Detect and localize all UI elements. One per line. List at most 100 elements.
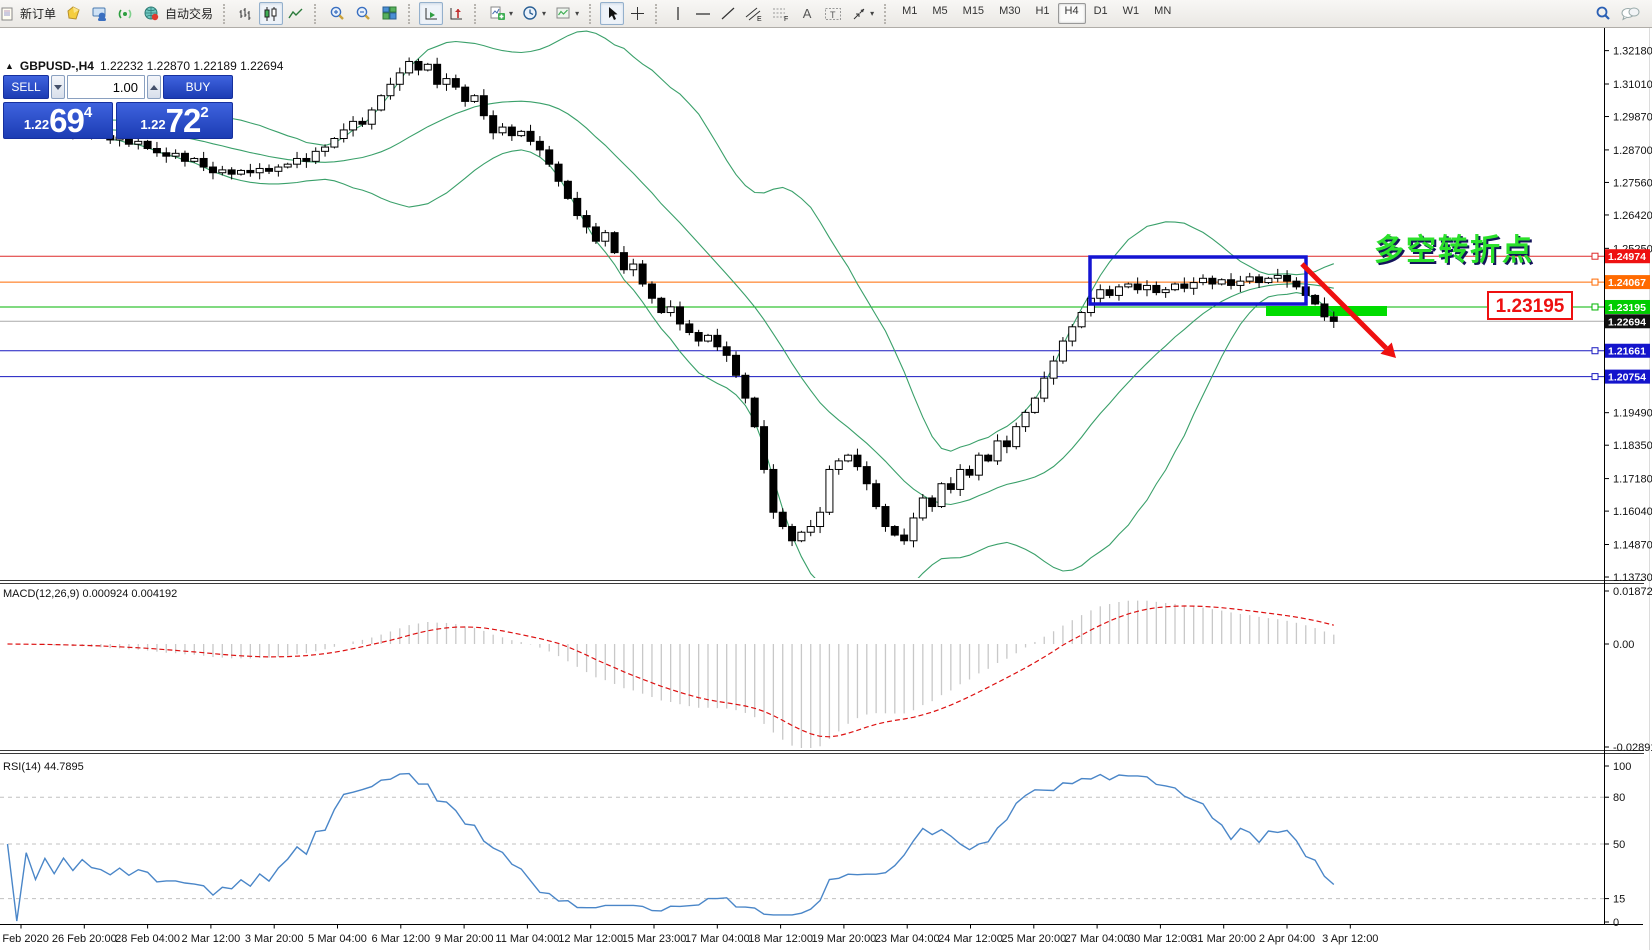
buy-button[interactable]: BUY [163,75,233,99]
bar-chart-button[interactable] [234,2,258,25]
trade-panel-controls: SELL BUY [3,75,233,99]
candle [489,115,498,134]
toolbar-separator [314,3,321,24]
volume-decrease-button[interactable] [51,75,65,99]
candle [227,169,236,175]
candlestick-chart-button[interactable] [259,2,284,25]
auto-scroll-button[interactable] [419,2,444,25]
price-tag [1605,314,1650,329]
candle [433,63,442,85]
level-end-marker[interactable] [1591,347,1599,355]
timeframe-MN[interactable]: MN [1154,5,1172,17]
toolbar-separator [589,3,596,24]
text-button[interactable]: A [795,2,819,25]
consolidation-rectangle[interactable] [1088,255,1308,306]
timeframe-M5[interactable]: M5 [932,5,948,17]
crosshair-button[interactable] [625,2,649,25]
line-chart-button[interactable] [284,2,308,25]
zoom-in-button[interactable] [325,2,350,25]
timeframe-H4[interactable]: H4 [1057,3,1086,24]
auto-trading-button[interactable]: 自动交易 [139,2,217,25]
price-callout-box[interactable] [1487,291,1573,320]
fibonacci-button[interactable]: F [768,2,794,25]
search-button[interactable] [1590,2,1616,25]
search-icon [1596,6,1610,20]
volume-increase-button[interactable] [147,75,161,99]
timeframe-D1[interactable]: D1 [1093,5,1108,17]
timeframe-H1[interactable]: H1 [1035,5,1050,17]
toolbar-separator [655,3,662,24]
level-end-marker[interactable] [1591,373,1599,381]
main-pane: 多空转折点 1.23195 [0,30,1604,578]
chat-button[interactable] [1616,2,1644,25]
sell-button[interactable]: SELL [3,75,49,99]
templates-button[interactable]: ▾ [551,2,583,25]
candle [657,297,666,314]
vertical-line-button[interactable] [666,2,690,25]
terminal-user-icon [92,7,107,21]
candle [498,126,507,134]
arrows-button[interactable]: ▾ [847,2,878,25]
chart-canvas[interactable]: 多空转折点 1.23195 1.32180 1.31010 1.29870 1.28700… [0,28,1652,950]
volume-input[interactable] [67,75,145,99]
arrow-head [1380,342,1396,358]
horizontal-line-button[interactable] [691,2,715,25]
candle [1236,280,1245,286]
chart-shift-button[interactable] [444,2,468,25]
timeframe-M15[interactable]: M15 [962,5,985,17]
candle [872,483,881,508]
timeframe-W1[interactable]: W1 [1122,5,1140,17]
time-tick-label: 26 Feb 20:00 [52,933,117,945]
candle [732,354,741,376]
triangle-down-icon [54,84,62,90]
candle [638,263,647,285]
time-tick-label: 18 Mar 12:00 [748,933,813,945]
price-tick-label: 1.26420 [1613,210,1652,222]
candle [1161,289,1170,294]
sell-quote[interactable]: 1.22 69 4 [3,102,113,139]
candle [265,167,274,172]
zoom-out-button[interactable] [351,2,376,25]
svg-text:F: F [784,16,788,22]
rsi-scale-label: 50 [1613,839,1625,851]
chat-bubbles-icon [1621,7,1640,21]
candle [769,468,778,513]
text-label-button[interactable]: T [820,2,846,25]
candle [582,215,591,228]
candle [666,306,675,314]
new-order-button[interactable]: 新订单 [0,2,60,25]
timeframe-M1[interactable]: M1 [902,5,918,17]
trendline-button[interactable] [716,2,740,25]
annotation-text[interactable]: 多空转折点 [1374,234,1534,267]
level-end-marker[interactable] [1591,278,1599,286]
sell-direction-arrow[interactable] [1300,262,1388,350]
timeframe-M30[interactable]: M30 [999,5,1021,17]
buy-quote[interactable]: 1.22 72 2 [116,102,233,139]
price-tick-label: 1.17180 [1613,474,1652,486]
time-tick-label: 23 Mar 04:00 [875,933,940,945]
auto-scroll-icon [425,7,438,19]
candle [909,517,918,542]
candle [143,140,152,149]
dropdown-caret-icon: ▾ [575,9,580,18]
candle [1040,377,1049,399]
cursor-button[interactable] [600,2,625,25]
candle [1199,277,1208,284]
equidistant-channel-button[interactable]: E [741,2,767,25]
periods-button[interactable]: ▾ [518,2,550,25]
terminal-button[interactable] [87,2,112,25]
indicators-button[interactable]: ▾ [485,2,517,25]
signal-button[interactable] [113,2,138,25]
candle [171,152,180,157]
rsi-scale-label: 0 [1613,917,1619,929]
level-end-marker[interactable] [1591,252,1599,260]
collapse-arrow-icon[interactable]: ▲ [5,61,14,71]
tile-windows-button[interactable] [377,2,402,25]
level-end-marker[interactable] [1591,303,1599,311]
time-tick-label: 12 Mar 12:00 [558,933,623,945]
price-tick-label: 1.28700 [1613,145,1652,157]
crystal-button[interactable] [61,2,86,25]
time-tick-label: 9 Mar 20:00 [435,933,494,945]
